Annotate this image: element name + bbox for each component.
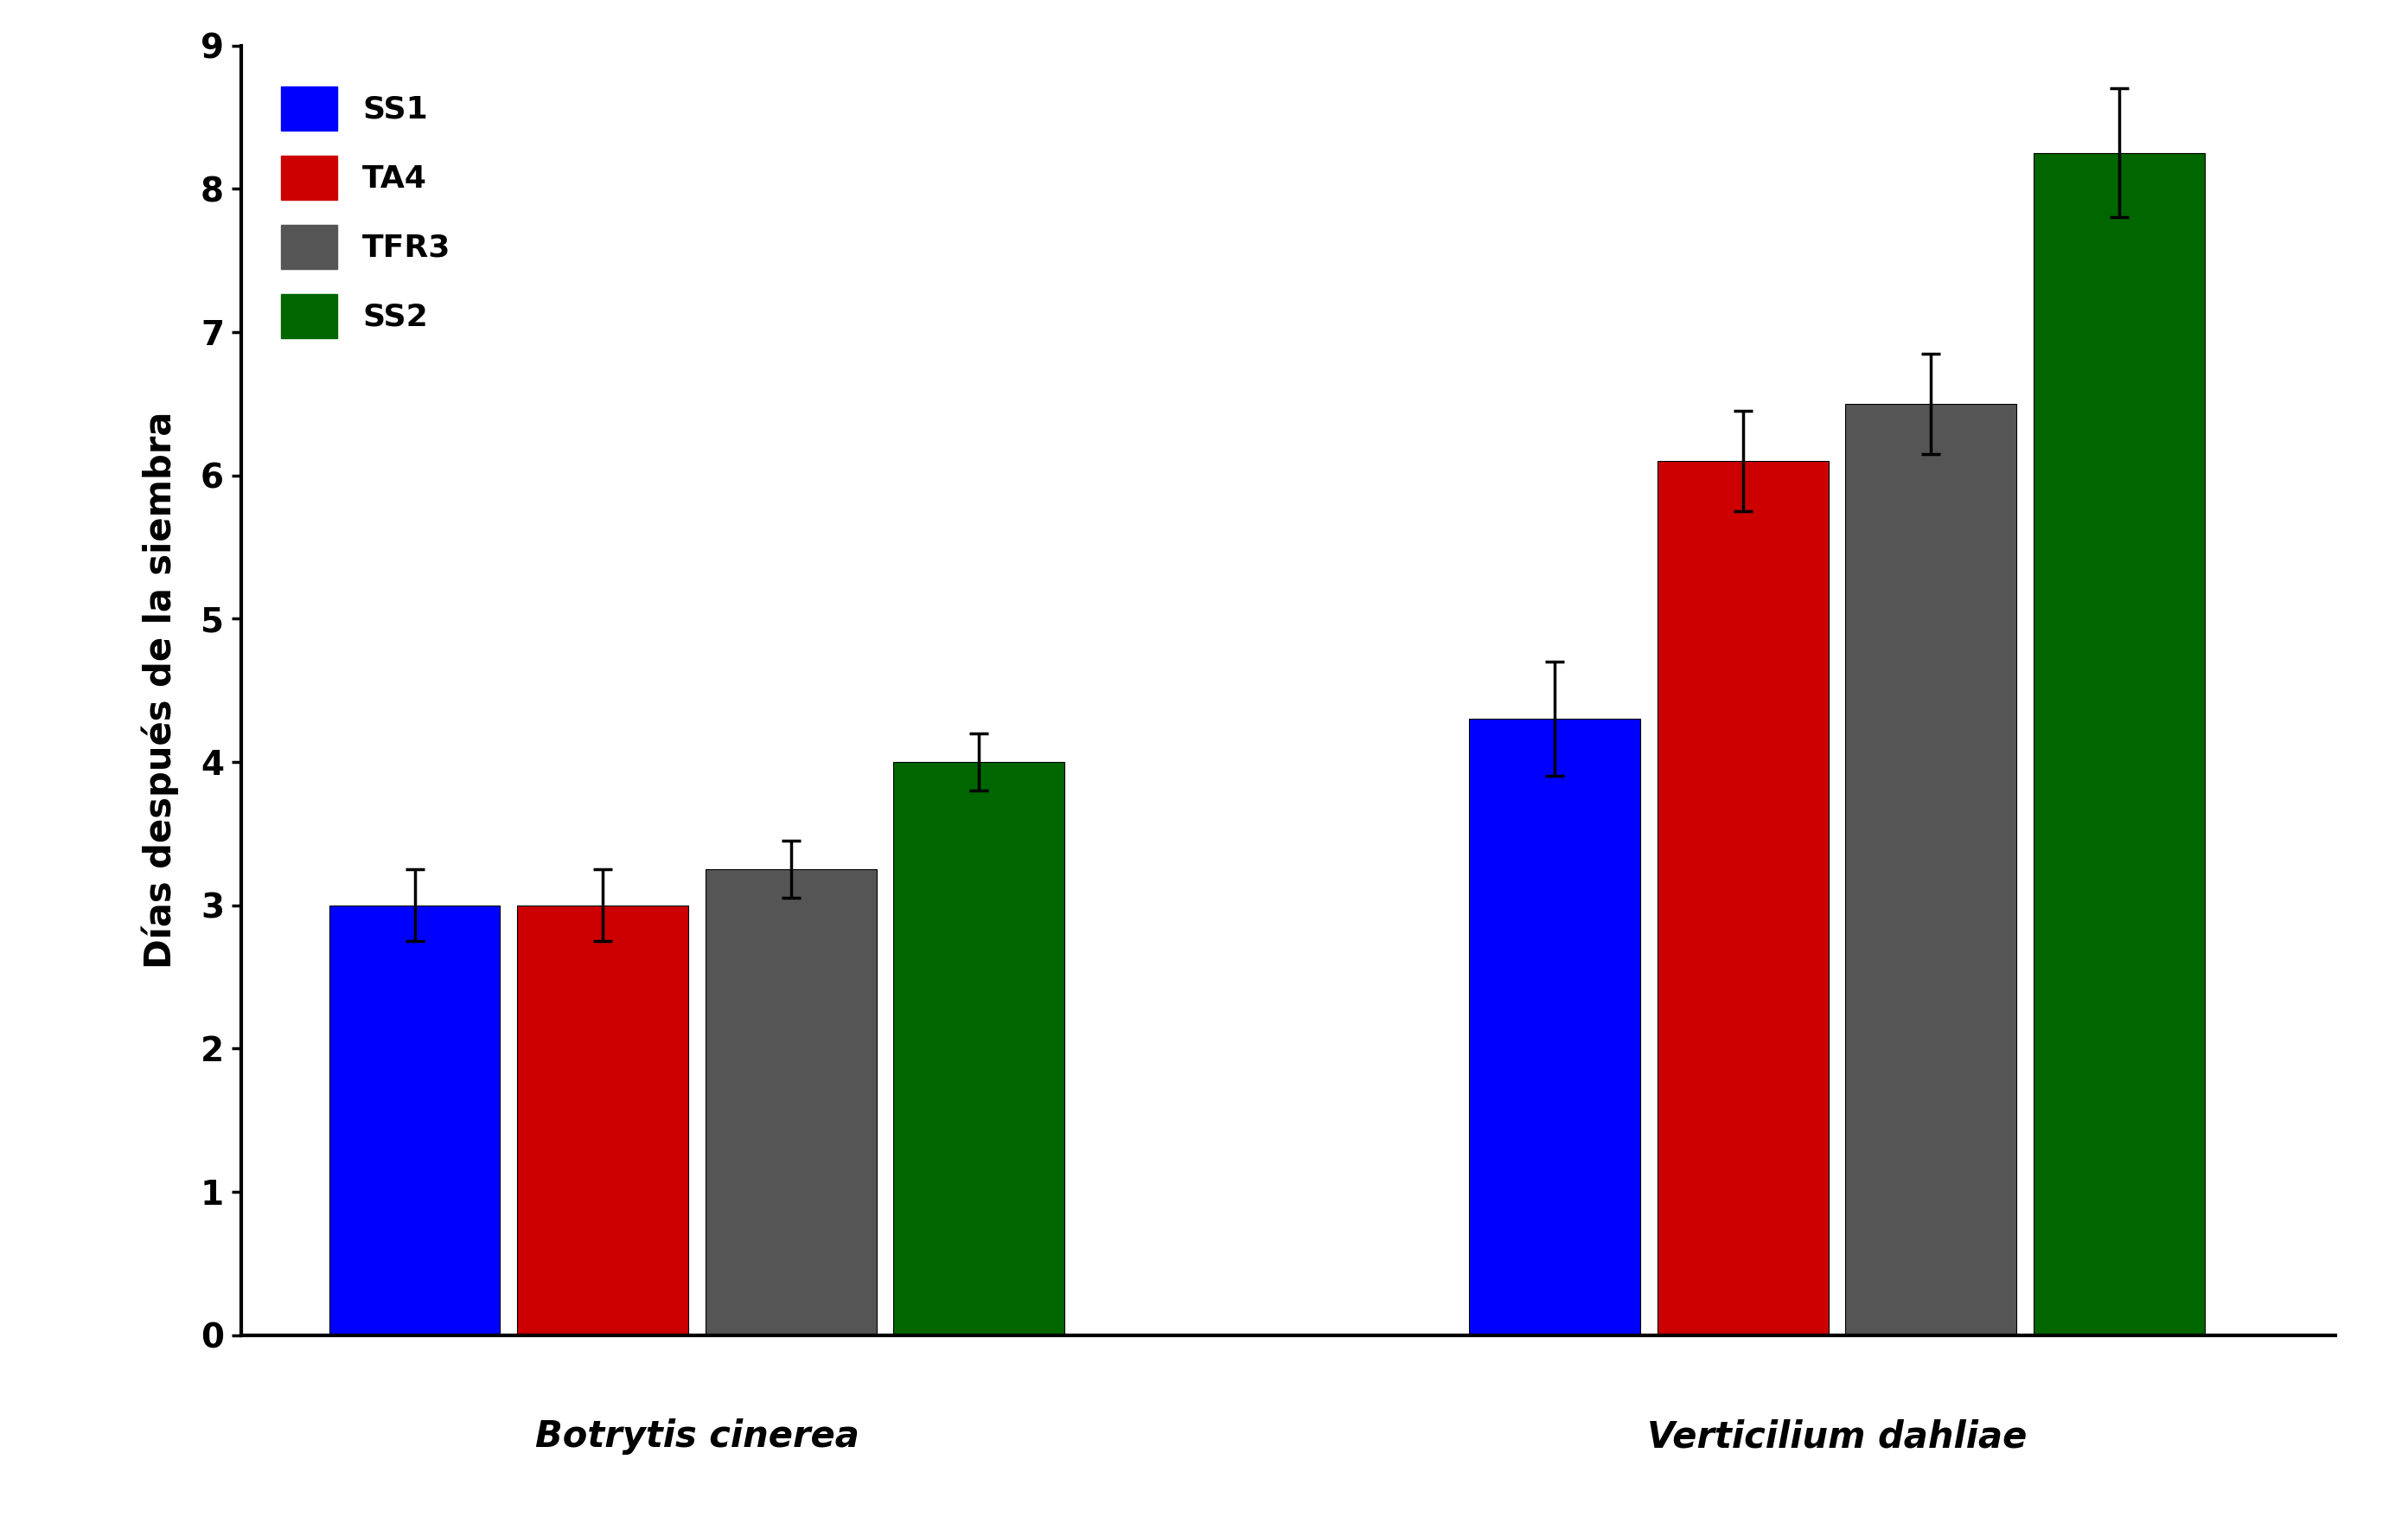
Legend: SS1, TA4, TFR3, SS2: SS1, TA4, TFR3, SS2 (255, 61, 477, 363)
Bar (518, 906, 689, 1335)
Text: Botrytis cinerea: Botrytis cinerea (535, 1418, 860, 1455)
Text: Verticilium dahliae: Verticilium dahliae (1647, 1418, 2028, 1455)
Bar (1657, 461, 1828, 1335)
Bar (2035, 153, 2206, 1335)
Bar (1469, 719, 1640, 1335)
Bar (893, 762, 1064, 1335)
Bar (706, 869, 877, 1335)
Bar (1845, 404, 2015, 1335)
Bar (330, 906, 501, 1335)
Y-axis label: Días después de la siembra: Días después de la siembra (142, 411, 178, 969)
